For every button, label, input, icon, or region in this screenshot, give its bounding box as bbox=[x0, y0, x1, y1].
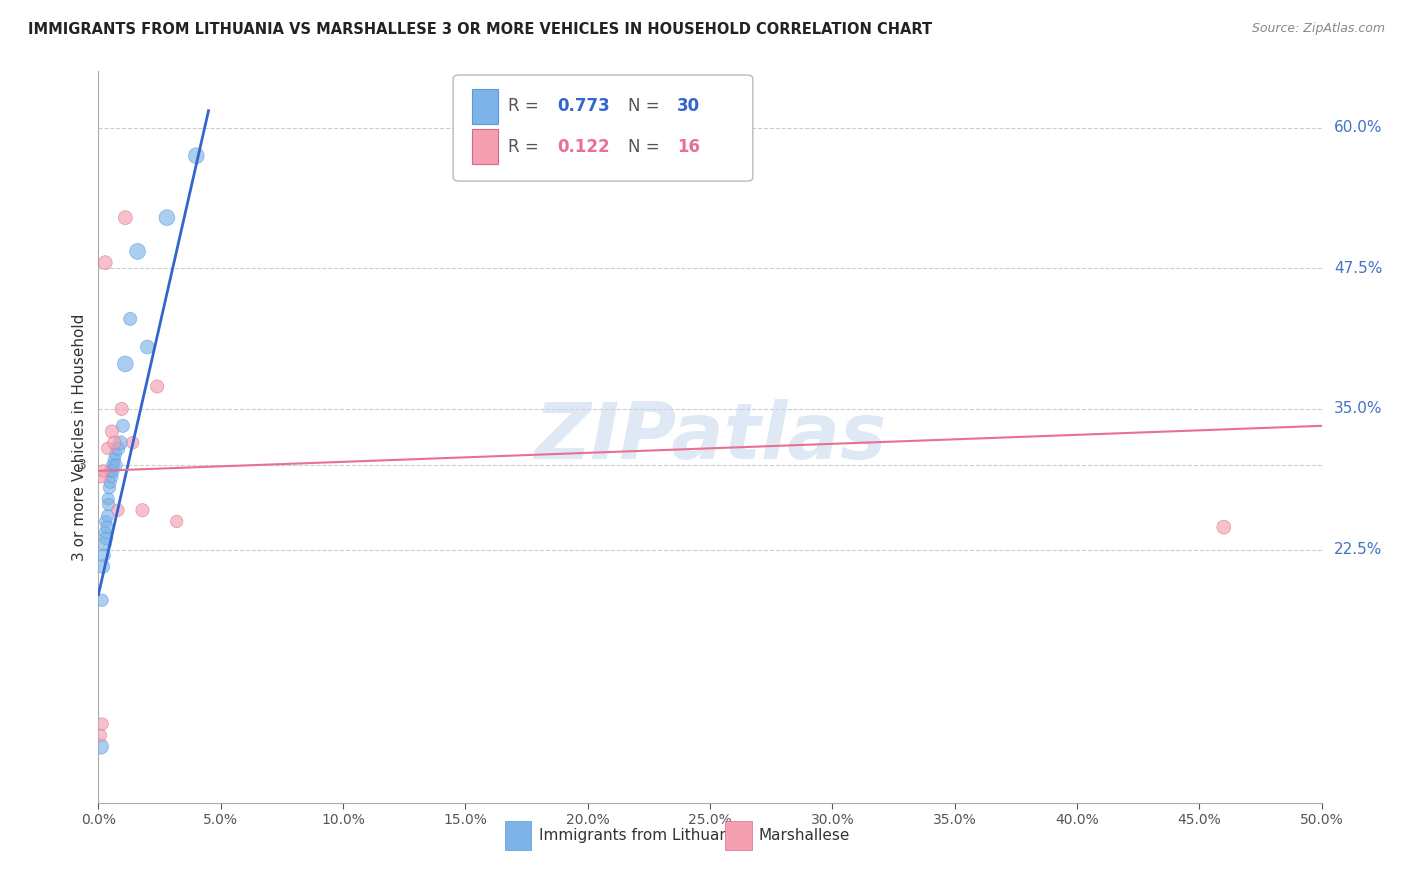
Point bbox=[146, 379, 169, 393]
Point bbox=[90, 739, 112, 754]
Text: 60.0%: 60.0% bbox=[1334, 120, 1382, 135]
Point bbox=[127, 244, 149, 259]
Text: ZIPatlas: ZIPatlas bbox=[534, 399, 886, 475]
Text: IMMIGRANTS FROM LITHUANIA VS MARSHALLESE 3 OR MORE VEHICLES IN HOUSEHOLD CORRELA: IMMIGRANTS FROM LITHUANIA VS MARSHALLESE… bbox=[28, 22, 932, 37]
Point bbox=[105, 458, 128, 473]
Text: R =: R = bbox=[508, 137, 544, 156]
Point bbox=[136, 340, 159, 354]
Text: Immigrants from Lithuania: Immigrants from Lithuania bbox=[538, 828, 742, 843]
Point bbox=[111, 401, 134, 416]
Text: 0.773: 0.773 bbox=[557, 97, 610, 115]
Point bbox=[98, 475, 121, 489]
Point bbox=[101, 469, 124, 483]
Point bbox=[107, 503, 129, 517]
Point bbox=[101, 464, 124, 478]
Point bbox=[121, 435, 143, 450]
FancyBboxPatch shape bbox=[471, 89, 498, 124]
Point bbox=[120, 312, 142, 326]
Point bbox=[91, 559, 114, 574]
Text: 3: 3 bbox=[77, 458, 86, 472]
Point bbox=[107, 442, 129, 456]
FancyBboxPatch shape bbox=[724, 821, 752, 850]
Point bbox=[97, 498, 120, 512]
FancyBboxPatch shape bbox=[471, 129, 498, 164]
Text: 16: 16 bbox=[678, 137, 700, 156]
Point bbox=[114, 211, 136, 225]
Point bbox=[103, 452, 125, 467]
Point bbox=[93, 537, 115, 551]
Point bbox=[100, 464, 122, 478]
Point bbox=[1212, 520, 1234, 534]
Text: 0.122: 0.122 bbox=[557, 137, 610, 156]
Point bbox=[166, 515, 188, 529]
Point bbox=[110, 435, 132, 450]
Y-axis label: 3 or more Vehicles in Household: 3 or more Vehicles in Household bbox=[72, 313, 87, 561]
Point bbox=[131, 503, 153, 517]
Point bbox=[97, 491, 120, 506]
Point bbox=[186, 149, 208, 163]
Point bbox=[114, 357, 136, 371]
Point bbox=[89, 728, 111, 742]
Text: Source: ZipAtlas.com: Source: ZipAtlas.com bbox=[1251, 22, 1385, 36]
Point bbox=[90, 469, 112, 483]
Text: N =: N = bbox=[628, 97, 665, 115]
Point bbox=[98, 481, 121, 495]
Point bbox=[91, 464, 114, 478]
Point bbox=[103, 435, 125, 450]
Point bbox=[94, 515, 117, 529]
Point bbox=[93, 548, 115, 562]
Point bbox=[104, 447, 127, 461]
Point bbox=[91, 593, 114, 607]
Text: 35.0%: 35.0% bbox=[1334, 401, 1382, 417]
Text: Marshallese: Marshallese bbox=[759, 828, 851, 843]
Point bbox=[111, 418, 134, 433]
Point bbox=[91, 717, 114, 731]
FancyBboxPatch shape bbox=[453, 75, 752, 181]
Text: 22.5%: 22.5% bbox=[1334, 542, 1382, 558]
Point bbox=[101, 425, 124, 439]
Point bbox=[96, 532, 118, 546]
Point bbox=[101, 458, 124, 473]
Text: 30: 30 bbox=[678, 97, 700, 115]
Point bbox=[96, 520, 118, 534]
Point bbox=[97, 442, 120, 456]
Text: R =: R = bbox=[508, 97, 544, 115]
Text: N =: N = bbox=[628, 137, 665, 156]
Point bbox=[94, 525, 117, 540]
Point bbox=[94, 255, 117, 269]
FancyBboxPatch shape bbox=[505, 821, 531, 850]
Point bbox=[97, 508, 120, 523]
Text: 47.5%: 47.5% bbox=[1334, 260, 1382, 276]
Point bbox=[156, 211, 179, 225]
